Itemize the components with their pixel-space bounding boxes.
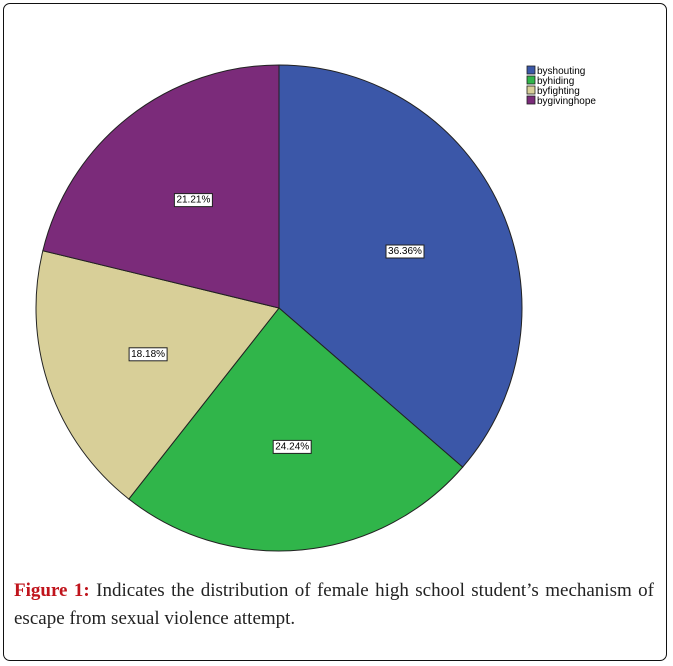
figure-caption: Figure 1: Indicates the distribution of … [14, 577, 654, 633]
pie-slice-labels: 36.36% 24.24% 18.18% 21.21% [128, 193, 425, 454]
pie-slices [35, 64, 523, 552]
pie-chart: 36.36% 24.24% 18.18% 21.21% byshoutingbyhid… [35, 64, 596, 552]
pie-slice-byfighting [35, 250, 280, 500]
legend-swatch-byshouting [526, 65, 536, 75]
caption-label: Figure 1: [14, 580, 90, 601]
legend-label-byhiding: byhiding [537, 76, 574, 87]
slice-label-byfighting: 18.18% [131, 349, 165, 360]
slice-label-box-byshouting [385, 244, 425, 259]
caption-text: Indicates the distribution of female hig… [14, 580, 654, 629]
legend-label-byfighting: byfighting [537, 86, 580, 97]
pie-slice-byhiding [128, 307, 464, 552]
slice-label-box-byhiding [272, 439, 312, 454]
slice-label-box-byfighting [128, 347, 168, 362]
legend-swatch-byfighting [526, 85, 536, 95]
slice-label-byshouting: 36.36% [388, 246, 422, 257]
slice-label-box-bygivinghope [173, 193, 213, 208]
pie-slice-bygivinghope [42, 64, 280, 309]
legend-label-byshouting: byshouting [537, 66, 585, 77]
legend-swatch-byhiding [526, 75, 536, 85]
legend-label-bygivinghope: bygivinghope [537, 96, 596, 107]
slice-label-byhiding: 24.24% [275, 441, 309, 452]
legend-swatch-bygivinghope [526, 95, 536, 105]
slice-label-bygivinghope: 21.21% [176, 195, 210, 206]
pie-slice-byshouting [278, 64, 523, 468]
